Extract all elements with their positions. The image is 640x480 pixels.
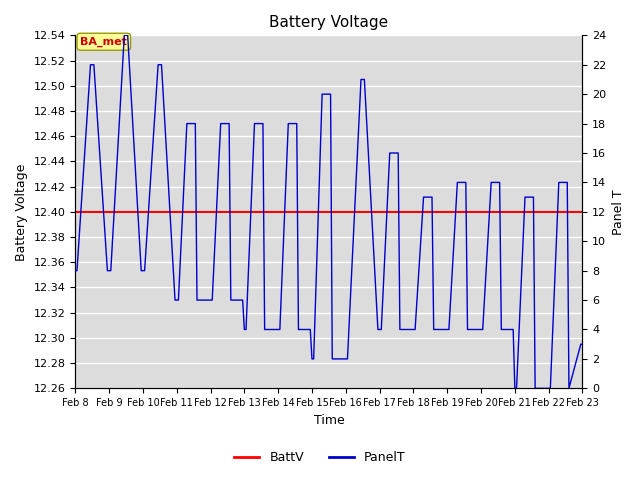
Text: BA_met: BA_met [81, 36, 127, 47]
Y-axis label: Battery Voltage: Battery Voltage [15, 163, 28, 261]
Title: Battery Voltage: Battery Voltage [269, 15, 388, 30]
Legend: BattV, PanelT: BattV, PanelT [229, 446, 411, 469]
Y-axis label: Panel T: Panel T [612, 189, 625, 235]
X-axis label: Time: Time [314, 414, 344, 427]
